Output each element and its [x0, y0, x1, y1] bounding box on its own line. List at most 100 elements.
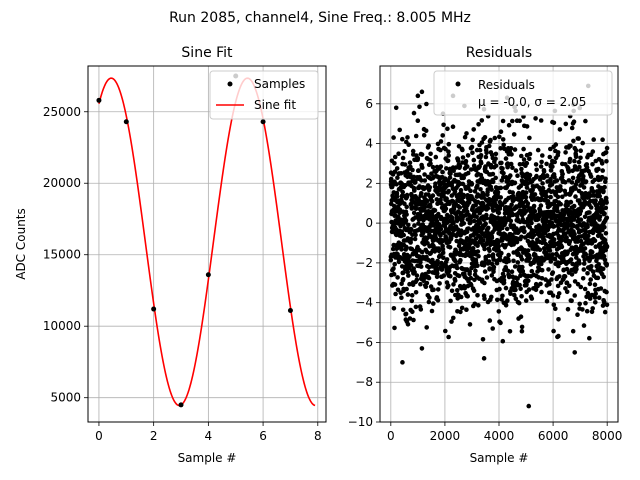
residual-point — [438, 233, 443, 238]
residual-point — [500, 293, 505, 299]
residual-point — [411, 174, 417, 180]
residual-point — [595, 275, 601, 281]
residual-point — [482, 135, 488, 140]
residual-point — [495, 297, 500, 303]
residual-point — [427, 157, 433, 163]
residual-point — [508, 173, 513, 178]
residual-point — [531, 232, 537, 238]
residual-point — [519, 324, 525, 330]
sine-fit-y-tick-label: 25000 — [43, 105, 81, 119]
residual-point — [549, 182, 555, 187]
residual-point — [539, 289, 544, 295]
residual-point — [602, 184, 607, 190]
residual-point — [472, 218, 477, 224]
residual-point — [601, 299, 607, 305]
residual-point — [475, 249, 481, 254]
residual-point — [499, 297, 504, 302]
residual-point — [469, 144, 475, 150]
residual-point — [566, 169, 572, 174]
residual-point — [525, 248, 531, 253]
residual-point — [581, 323, 587, 328]
residuals-x-tick-label: 6000 — [538, 429, 569, 443]
residual-point — [428, 151, 433, 157]
residual-point — [468, 167, 474, 172]
residual-point — [400, 307, 406, 313]
residual-point — [392, 261, 398, 267]
residual-point — [417, 184, 423, 190]
residual-point — [397, 127, 403, 133]
residual-point — [572, 231, 577, 237]
residual-point — [569, 125, 575, 131]
residual-point — [527, 156, 532, 162]
residual-point — [505, 164, 511, 169]
residual-point — [499, 160, 504, 166]
residual-point — [539, 267, 545, 273]
residual-point — [388, 257, 394, 263]
residual-point — [507, 329, 513, 334]
residual-point — [441, 273, 447, 278]
residual-outlier-point — [415, 93, 421, 99]
residuals-y-ticks: −10 −8 −6 −4 −2 0 2 4 6 — [348, 97, 380, 429]
residual-point — [498, 216, 504, 221]
residual-point — [421, 133, 427, 138]
residual-point — [602, 211, 607, 216]
residual-point — [585, 224, 590, 230]
residual-point — [590, 306, 595, 311]
residual-point — [429, 308, 435, 314]
residual-point — [520, 268, 526, 274]
residual-point — [399, 295, 404, 301]
sine-fit-legend-box — [209, 70, 319, 120]
residual-point — [416, 168, 421, 173]
legend-residuals-label: Residuals — [478, 78, 535, 92]
residual-point — [578, 284, 584, 290]
legend-residuals-marker — [455, 81, 461, 87]
residual-point — [487, 267, 492, 272]
residual-point — [592, 295, 598, 300]
residual-point — [405, 135, 410, 140]
residual-point — [518, 314, 524, 320]
residual-point — [414, 273, 420, 278]
residual-point — [447, 245, 453, 250]
residual-point — [576, 136, 581, 141]
residual-point — [443, 328, 448, 334]
residuals-y-tick-label: 4 — [365, 137, 373, 151]
residual-point — [544, 173, 550, 178]
residual-point — [523, 298, 529, 303]
residual-point — [503, 265, 509, 270]
sample-point — [205, 272, 211, 278]
residual-point — [471, 288, 477, 294]
residual-point — [419, 249, 425, 255]
residual-point — [525, 201, 531, 206]
residual-point — [533, 287, 539, 293]
residual-point — [451, 282, 456, 287]
residuals-y-tick-label: 2 — [365, 176, 373, 190]
sine-fit-plot-area — [96, 73, 316, 408]
residual-point — [548, 146, 553, 152]
residual-point — [519, 294, 524, 299]
residual-point — [500, 118, 506, 124]
residual-point — [456, 216, 462, 222]
residual-point — [560, 171, 565, 177]
residual-point — [485, 187, 491, 192]
residual-point — [546, 267, 551, 272]
residual-point — [407, 316, 413, 321]
residual-point — [517, 162, 523, 167]
residual-point — [600, 266, 606, 272]
residual-point — [410, 309, 415, 315]
residual-point — [563, 191, 569, 197]
residual-point — [483, 164, 488, 169]
residual-point — [486, 259, 492, 264]
residual-point — [427, 185, 433, 190]
residual-point — [604, 244, 610, 249]
residual-point — [461, 221, 467, 226]
residual-outlier-point — [400, 360, 405, 365]
residual-point — [497, 134, 502, 140]
residual-point — [603, 176, 608, 182]
residual-point — [492, 135, 498, 141]
residual-point — [529, 268, 535, 274]
residual-point — [487, 318, 493, 323]
residual-point — [568, 199, 574, 205]
residual-point — [402, 201, 407, 206]
residual-point — [589, 292, 595, 298]
sine-fit-x-ticks: 0 2 4 6 8 — [95, 422, 322, 443]
